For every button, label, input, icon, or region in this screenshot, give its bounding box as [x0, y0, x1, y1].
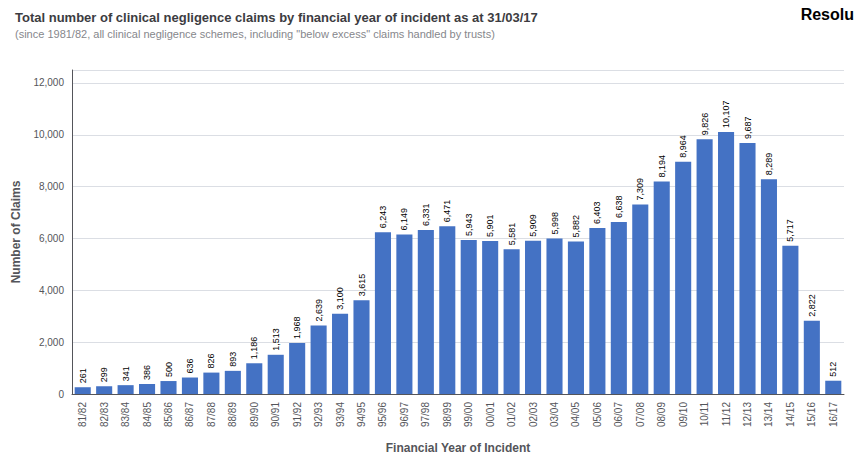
svg-text:15/16: 15/16 — [806, 402, 817, 427]
svg-text:97/98: 97/98 — [420, 402, 431, 427]
svg-text:(since 1981/82, all clinical n: (since 1981/82, all clinical negligence … — [15, 28, 495, 40]
svg-text:1,968: 1,968 — [292, 316, 302, 339]
svg-text:512: 512 — [828, 362, 838, 377]
svg-text:89/90: 89/90 — [249, 402, 260, 427]
svg-text:86/87: 86/87 — [184, 402, 195, 427]
svg-text:1,186: 1,186 — [249, 337, 259, 360]
svg-text:81/82: 81/82 — [77, 402, 88, 427]
svg-text:16/17: 16/17 — [828, 402, 839, 427]
svg-text:5,998: 5,998 — [550, 212, 560, 235]
svg-text:12/13: 12/13 — [742, 402, 753, 427]
svg-text:10,000: 10,000 — [33, 129, 64, 140]
svg-text:6,331: 6,331 — [421, 203, 431, 226]
svg-text:08/09: 08/09 — [656, 402, 667, 427]
svg-text:5,909: 5,909 — [528, 214, 538, 237]
svg-text:96/97: 96/97 — [399, 402, 410, 427]
svg-text:94/95: 94/95 — [356, 402, 367, 427]
svg-text:8,289: 8,289 — [764, 153, 774, 176]
svg-text:84/85: 84/85 — [142, 402, 153, 427]
svg-text:92/93: 92/93 — [313, 402, 324, 427]
svg-text:5,717: 5,717 — [785, 219, 795, 242]
svg-text:04/05: 04/05 — [570, 402, 581, 427]
svg-text:2,639: 2,639 — [314, 299, 324, 322]
svg-text:3,100: 3,100 — [335, 287, 345, 310]
svg-text:82/83: 82/83 — [99, 402, 110, 427]
svg-text:7,309: 7,309 — [635, 178, 645, 201]
svg-text:5,581: 5,581 — [507, 223, 517, 246]
svg-text:2,822: 2,822 — [807, 294, 817, 317]
svg-text:14/15: 14/15 — [785, 402, 796, 427]
svg-text:500: 500 — [164, 362, 174, 377]
svg-text:Number of Claims: Number of Claims — [9, 180, 23, 283]
svg-text:83/84: 83/84 — [120, 402, 131, 427]
svg-text:01/02: 01/02 — [506, 402, 517, 427]
svg-text:8,964: 8,964 — [678, 135, 688, 158]
svg-text:2,000: 2,000 — [39, 337, 64, 348]
svg-text:5,901: 5,901 — [485, 215, 495, 238]
svg-text:636: 636 — [185, 358, 195, 373]
svg-text:6,403: 6,403 — [592, 202, 602, 225]
svg-text:9,687: 9,687 — [743, 116, 753, 139]
svg-text:03/04: 03/04 — [549, 402, 560, 427]
svg-text:Total number of clinical negli: Total number of clinical negligence clai… — [15, 10, 538, 25]
svg-text:6,149: 6,149 — [399, 208, 409, 231]
svg-text:98/99: 98/99 — [442, 402, 453, 427]
svg-text:85/86: 85/86 — [163, 402, 174, 427]
svg-text:386: 386 — [142, 365, 152, 380]
svg-text:3,615: 3,615 — [357, 274, 367, 297]
svg-text:0: 0 — [58, 389, 64, 400]
svg-text:341: 341 — [121, 366, 131, 381]
svg-text:12,000: 12,000 — [33, 77, 64, 88]
svg-text:9,826: 9,826 — [700, 113, 710, 136]
svg-text:11/12: 11/12 — [721, 402, 732, 427]
svg-text:6,000: 6,000 — [39, 233, 64, 244]
svg-text:893: 893 — [228, 352, 238, 367]
svg-text:02/03: 02/03 — [528, 402, 539, 427]
svg-text:13/14: 13/14 — [763, 402, 774, 427]
svg-text:5,882: 5,882 — [571, 215, 581, 238]
svg-text:91/92: 91/92 — [292, 402, 303, 427]
svg-text:09/10: 09/10 — [678, 402, 689, 427]
svg-text:99/00: 99/00 — [463, 402, 474, 427]
svg-text:10,107: 10,107 — [721, 100, 731, 128]
svg-text:00/01: 00/01 — [485, 402, 496, 427]
svg-text:90/91: 90/91 — [270, 402, 281, 427]
svg-text:5,943: 5,943 — [464, 213, 474, 236]
svg-text:05/06: 05/06 — [592, 402, 603, 427]
svg-text:4,000: 4,000 — [39, 285, 64, 296]
svg-text:6,638: 6,638 — [614, 195, 624, 218]
svg-text:826: 826 — [206, 354, 216, 369]
svg-text:88/89: 88/89 — [227, 402, 238, 427]
svg-text:Resolu: Resolu — [801, 6, 854, 23]
svg-text:93/94: 93/94 — [335, 402, 346, 427]
svg-text:8,194: 8,194 — [657, 155, 667, 178]
svg-text:87/88: 87/88 — [206, 402, 217, 427]
svg-text:95/96: 95/96 — [377, 402, 388, 427]
svg-text:8,000: 8,000 — [39, 181, 64, 192]
svg-text:6,243: 6,243 — [378, 206, 388, 229]
svg-text:10/11: 10/11 — [699, 402, 710, 427]
svg-text:6,471: 6,471 — [442, 200, 452, 223]
svg-text:1,513: 1,513 — [271, 328, 281, 351]
svg-text:261: 261 — [78, 368, 88, 383]
svg-text:07/08: 07/08 — [635, 402, 646, 427]
svg-text:Financial Year of Incident: Financial Year of Incident — [386, 441, 531, 455]
svg-text:06/07: 06/07 — [613, 402, 624, 427]
svg-text:299: 299 — [99, 367, 109, 382]
